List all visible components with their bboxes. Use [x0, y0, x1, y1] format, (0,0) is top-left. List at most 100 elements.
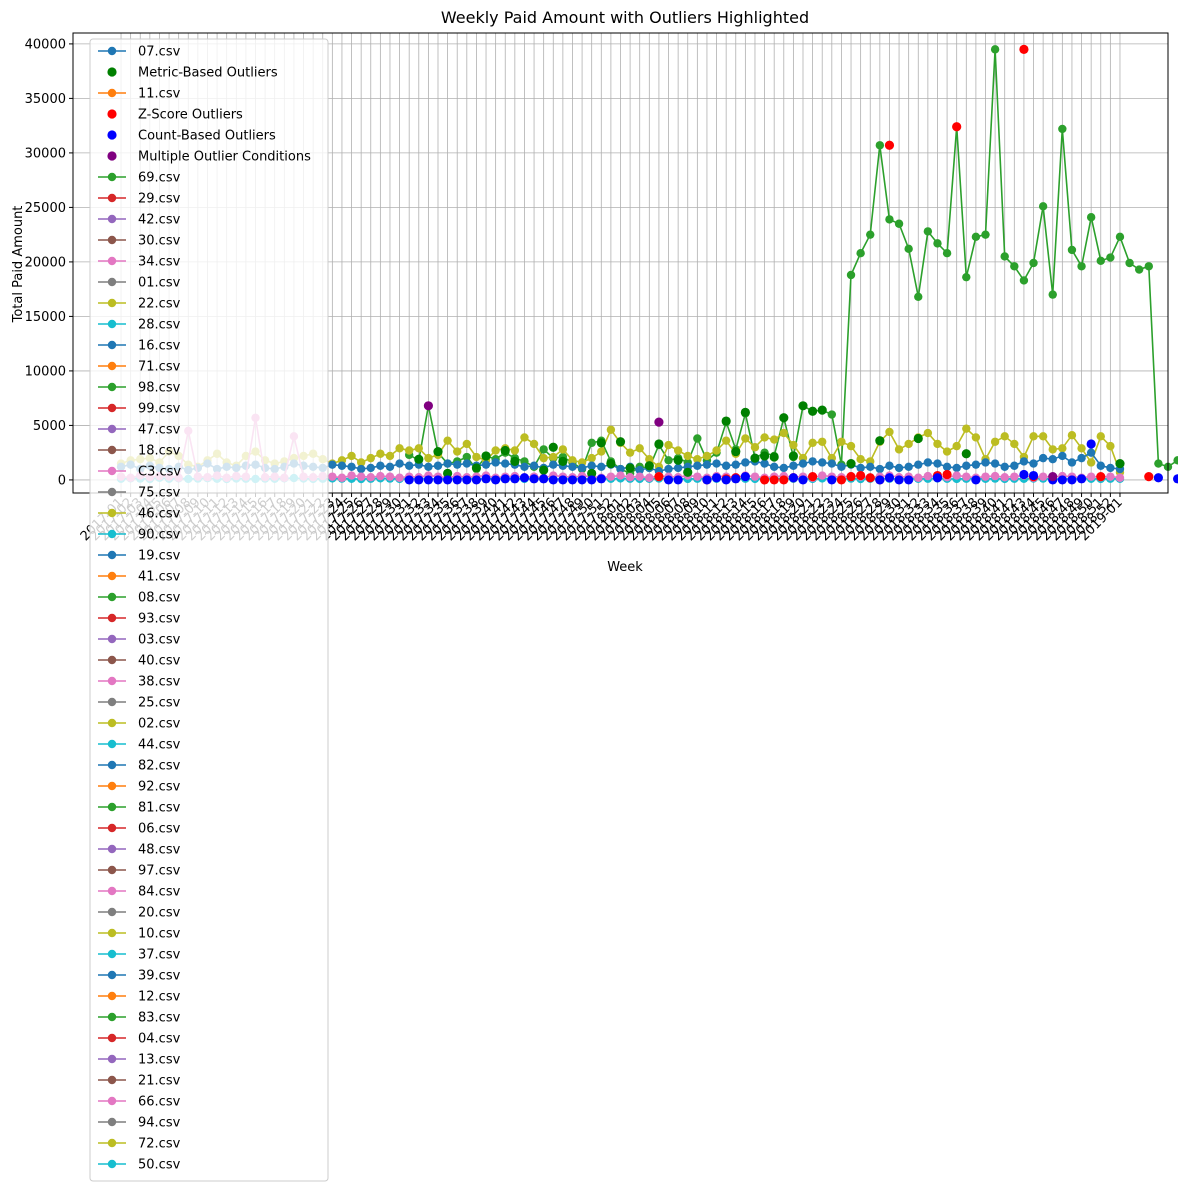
legend-entry: 83.csv [98, 1011, 181, 1026]
legend-entry: 20.csv [98, 906, 181, 921]
series-point [1029, 459, 1038, 468]
series-point [1000, 462, 1009, 472]
legend-label: 98.csv [138, 381, 181, 396]
series-point [818, 437, 827, 446]
legend-entry: 98.csv [98, 381, 181, 396]
legend-entry: 84.csv [98, 885, 181, 900]
legend-label: 12.csv [138, 990, 181, 1005]
series-point [587, 438, 596, 448]
series-point [798, 459, 808, 468]
outlier-point [654, 439, 664, 449]
legend-entry: 66.csv [98, 1095, 181, 1110]
outlier-point [769, 475, 779, 485]
outlier-point [721, 416, 731, 426]
legend-entry: 39.csv [98, 969, 181, 984]
series-point [923, 428, 933, 438]
y-tick-label: 25000 [25, 201, 66, 216]
legend-marker [107, 1159, 117, 1169]
legend-marker [107, 655, 117, 665]
series-point [645, 455, 654, 464]
legend-label: 37.csv [138, 948, 181, 963]
y-tick-label: 30000 [25, 146, 66, 161]
outlier-point [462, 475, 472, 485]
outlier-point [519, 473, 530, 483]
legend-label: 28.csv [138, 318, 181, 333]
legend-entry: 30.csv [98, 234, 181, 249]
series-point [1019, 276, 1029, 285]
outlier-point [558, 456, 568, 466]
legend-entry: 08.csv [98, 591, 181, 606]
series-point [1106, 441, 1115, 451]
legend-entry: 28.csv [98, 318, 181, 333]
series-point [885, 215, 894, 224]
series-point [558, 445, 568, 454]
legend-entry: 48.csv [98, 843, 181, 858]
series-point [1010, 472, 1019, 481]
series-point [587, 453, 596, 463]
series-point [635, 444, 644, 453]
y-tick-label: 15000 [25, 310, 66, 325]
legend-label: 42.csv [138, 213, 181, 228]
legend-label: 13.csv [138, 1053, 181, 1068]
legend: 07.csv Metric-Based Outliers 11.csv Z-Score… [89, 38, 329, 1182]
outlier-point [414, 454, 424, 464]
series-point [529, 461, 539, 470]
series-point [827, 410, 837, 419]
series-point [933, 239, 942, 248]
outlier-point [961, 449, 971, 459]
legend-label: 99.csv [138, 402, 181, 417]
legend-entry: 93.csv [98, 612, 181, 627]
series-point [923, 471, 933, 481]
legend-label: 40.csv [138, 654, 181, 669]
series-point [395, 473, 404, 482]
series-point [1096, 432, 1105, 441]
legend-marker [107, 823, 117, 833]
series-point [549, 460, 558, 469]
outlier-point [952, 122, 962, 132]
legend-entry: 38.csv [98, 675, 181, 690]
legend-entry: 97.csv [98, 864, 181, 879]
series-point [990, 437, 1000, 446]
outlier-point [836, 475, 847, 485]
legend-marker [107, 718, 117, 728]
chart-title: Weekly Paid Amount with Outliers Highlig… [441, 8, 809, 27]
legend-label: Metric-Based Outliers [138, 66, 278, 81]
outlier-point [443, 475, 453, 485]
series-point [693, 434, 702, 443]
series-point [673, 463, 683, 473]
series-point [885, 427, 894, 437]
series-point [962, 461, 971, 470]
outlier-point [759, 451, 770, 461]
series-point [942, 447, 952, 456]
legend-marker [107, 1012, 117, 1022]
legend-marker [107, 445, 117, 455]
legend-marker [107, 634, 117, 644]
series-point [971, 232, 981, 242]
series-point [337, 473, 347, 482]
legend-label: 18.csv [138, 444, 181, 459]
outlier-point [539, 474, 549, 484]
series-point [866, 230, 875, 239]
outlier-point [673, 455, 683, 465]
legend-marker [107, 382, 117, 392]
outlier-point [433, 475, 443, 485]
outlier-point [798, 475, 808, 485]
series-point [453, 447, 462, 456]
legend-label: 41.csv [138, 570, 181, 585]
legend-entry: 92.csv [98, 780, 181, 795]
series-point [933, 439, 942, 449]
series-point [1038, 453, 1048, 463]
legend-label: 16.csv [138, 339, 181, 354]
series-point [990, 45, 1000, 54]
series-point [750, 443, 760, 452]
outlier-point [414, 475, 424, 485]
series-point [597, 462, 606, 472]
series-point [664, 440, 673, 450]
legend-entry: 46.csv [98, 507, 181, 522]
outlier-point [404, 475, 414, 485]
outlier-point [942, 469, 952, 480]
outlier-point [673, 475, 683, 485]
outlier-point [529, 474, 539, 484]
series-point [779, 463, 788, 473]
outlier-point [1057, 475, 1067, 485]
